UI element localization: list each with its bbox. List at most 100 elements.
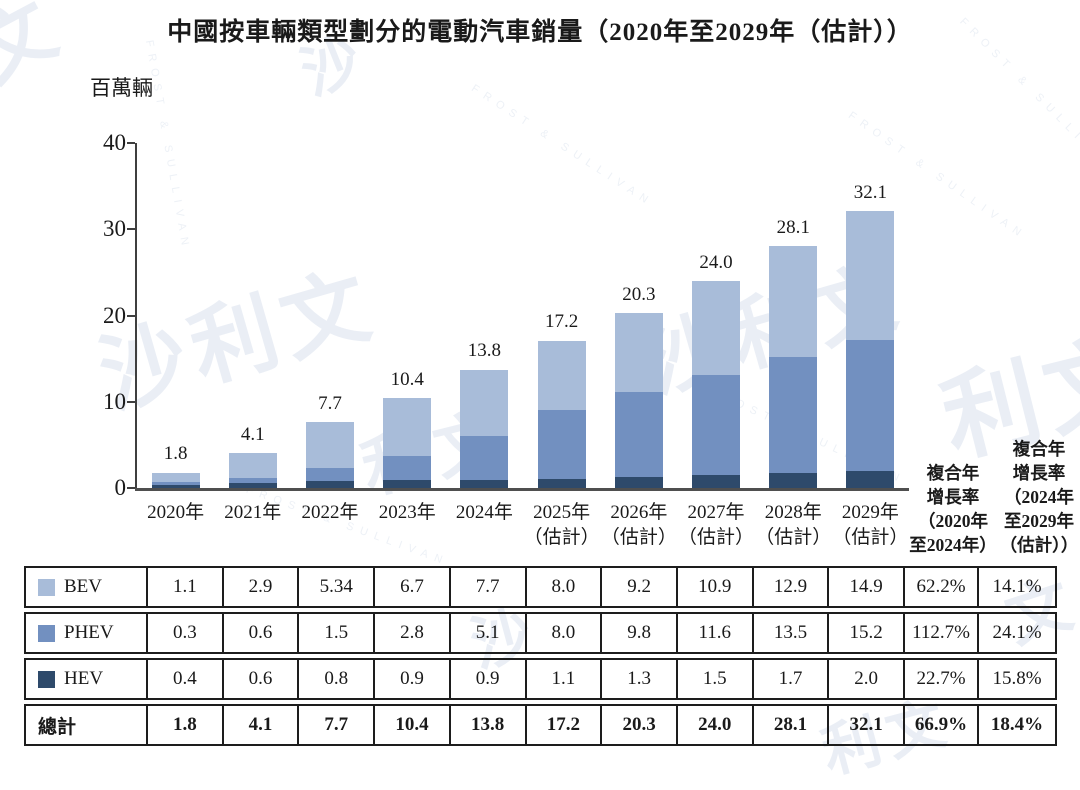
value-cell: 2.9 [221, 568, 298, 606]
y-tick-mark [127, 400, 135, 403]
value-cell: 1.1 [146, 568, 222, 606]
bar-total-label: 28.1 [776, 216, 810, 238]
bar-total-label: 10.4 [390, 369, 424, 391]
stacked-bar [306, 422, 354, 488]
table-row: PHEV 0.3 0.6 1.5 2.8 5.1 8.0 9.8 11.6 13.5 15.2 112… [24, 612, 1057, 654]
value-cell: 9.8 [600, 614, 676, 652]
value-cell: 10.9 [675, 568, 752, 606]
bar-segment-bev [692, 281, 741, 376]
value-cell: 5.34 [297, 568, 373, 606]
row-legend-cell: HEV [26, 660, 146, 698]
value-cell: 13.5 [751, 614, 828, 652]
stacked-bar [614, 312, 663, 488]
x-axis-label: 2024年 [455, 502, 513, 523]
row-legend-cell: BEV [26, 568, 146, 606]
value-cell: 20.3 [600, 706, 676, 744]
cagr-header-line: 複合年 [926, 463, 980, 483]
cagr-value-cell: 112.7% [903, 614, 977, 652]
value-cell: 1.3 [600, 660, 676, 698]
bar-segment-bev [769, 245, 818, 357]
value-cell: 0.3 [146, 614, 222, 652]
row-legend-cell: 總計 [26, 706, 146, 744]
bar-segment-bev [151, 472, 200, 482]
value-cell: 17.2 [524, 706, 601, 744]
row-label: HEV [64, 668, 104, 689]
table-row: 總計 1.8 4.1 7.7 10.4 13.8 17.2 20.3 24.0 28.1 32.1 6… [24, 704, 1057, 746]
value-cell: 13.8 [448, 706, 525, 744]
x-axis-label: 2021年 [224, 502, 282, 523]
bar-segment-hev [692, 475, 741, 488]
y-tick-mark [127, 228, 135, 231]
value-cell: 1.7 [751, 660, 828, 698]
value-cell: 14.9 [827, 568, 903, 606]
value-cell: 32.1 [827, 706, 903, 744]
bar-segment-bev [537, 340, 586, 410]
value-cell: 0.9 [448, 660, 525, 698]
x-axis-label: 2022年 [301, 502, 359, 523]
stacked-bar [460, 369, 509, 488]
y-tick-label: 20 [103, 302, 126, 328]
bar-group: 17.2 [523, 143, 600, 488]
bar-segment-hev [846, 470, 895, 488]
value-cell: 0.9 [373, 660, 449, 698]
bar-total-label: 24.0 [699, 252, 733, 273]
cagr-value-cell: 14.1% [977, 568, 1055, 606]
cagr-header-2024-2029e: 複合年 增長率 （2024年 至2029年 （估計）） [998, 437, 1080, 557]
y-tick-mark [127, 314, 135, 317]
bar-total-label: 13.8 [467, 339, 502, 361]
bar-group: 1.8 [137, 143, 214, 488]
bar-segment-phev [769, 356, 818, 474]
bar-segment-bev [228, 452, 277, 478]
y-axis-line [135, 143, 137, 490]
cagr-header-line: 至2024年） [909, 535, 997, 555]
value-cell: 7.7 [448, 568, 525, 606]
value-cell: 2.0 [827, 660, 903, 698]
bar-segment-hev [614, 476, 663, 488]
bar-total-label: 17.2 [544, 310, 579, 332]
cagr-value-cell: 66.9% [903, 706, 977, 744]
value-cell: 9.2 [600, 568, 676, 606]
value-cell: 4.1 [221, 706, 298, 744]
x-axis-sublabel: （估計） [600, 527, 677, 548]
bar-segment-phev [383, 456, 432, 481]
y-tick-mark [127, 487, 135, 489]
bar-group: 13.8 [446, 143, 523, 488]
bar-segment-bev [614, 312, 663, 393]
value-cell: 1.8 [146, 706, 222, 744]
bar-segment-hev [460, 480, 509, 488]
bar-group: 10.4 [369, 143, 446, 488]
value-cell: 11.6 [675, 614, 752, 652]
bar-group: 28.1 [755, 143, 832, 488]
row-legend-cell: PHEV [26, 614, 146, 652]
x-axis-label: 2028年 （估計） [755, 502, 832, 548]
bar-segment-phev [537, 409, 586, 479]
value-cell: 0.6 [221, 614, 298, 652]
bar-segment-bev [846, 211, 895, 340]
stacked-bar [383, 398, 432, 488]
row-label: PHEV [64, 622, 114, 643]
bar-segment-hev [306, 481, 354, 488]
x-axis-label: 2023年 [378, 502, 436, 523]
x-axis-label: 2020年 [147, 502, 205, 523]
bar-total-label: 32.1 [853, 182, 888, 204]
table-row: HEV 0.4 0.6 0.8 0.9 0.9 1.1 1.3 1.5 1.7 2.0 22.7% 15… [24, 658, 1057, 700]
bar-segment-bev [460, 369, 509, 437]
value-cell: 10.4 [373, 706, 449, 744]
value-cell: 8.0 [524, 614, 601, 652]
bar-group: 7.7 [291, 143, 368, 488]
bar-segment-phev [228, 477, 277, 483]
cagr-header-line: 至2029年 [1004, 511, 1074, 531]
phev-legend-swatch [38, 624, 55, 642]
value-cell: 7.7 [297, 706, 373, 744]
x-axis-label: 2029年 （估計） [832, 502, 909, 548]
bar-segment-hev [383, 480, 432, 488]
bar-segment-phev [460, 436, 509, 481]
cagr-value-cell: 24.1% [977, 614, 1055, 652]
cagr-header-line: （估計）） [999, 535, 1079, 555]
x-axis-sublabel: （估計） [523, 527, 600, 548]
x-axis-sublabel: （估計） [755, 527, 832, 548]
bar-segment-phev [692, 375, 741, 476]
stacked-bar [692, 281, 741, 488]
value-cell: 2.8 [373, 614, 449, 652]
x-axis-sublabel: （估計） [678, 527, 755, 548]
